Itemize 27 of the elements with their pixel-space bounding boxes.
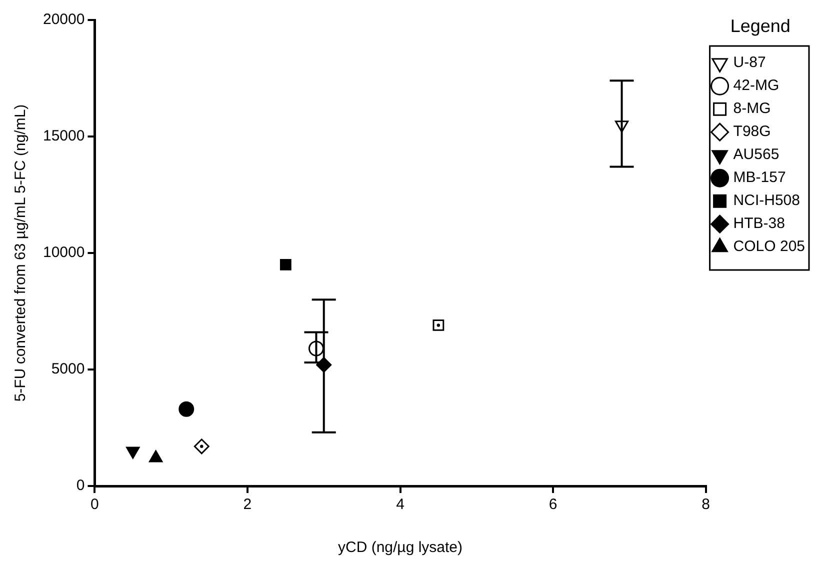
legend-label: 8-MG	[733, 100, 771, 118]
y-tick-label: 20000	[42, 11, 85, 28]
legend-label: MB-157	[733, 169, 786, 186]
legend-label: 42-MG	[733, 77, 780, 94]
y-tick-label: 15000	[42, 128, 85, 145]
legend-label: T98G	[733, 123, 771, 140]
legend-label: HTB-38	[733, 215, 785, 232]
x-tick-label: 0	[90, 496, 99, 514]
x-tick-label: 8	[702, 496, 710, 514]
y-tick-label: 0	[76, 477, 85, 494]
x-tick-label: 2	[243, 496, 252, 514]
legend-title: Legend	[730, 16, 790, 36]
point	[280, 258, 292, 270]
y-tick-label: 5000	[51, 360, 85, 378]
legend-label: COLO 205	[733, 238, 806, 256]
point	[149, 450, 163, 462]
x-tick-label: 6	[548, 496, 558, 514]
point	[194, 438, 210, 454]
y-tick-label: 10000	[42, 244, 85, 262]
x-tick-label: 4	[396, 496, 404, 514]
point	[178, 401, 194, 417]
y-axis-title: 5-FU converted from 63 µg/mL 5-FC (ng/mL)	[12, 104, 30, 402]
legend-label: AU565	[733, 146, 780, 164]
x-axis-title: yCD (ng/µg lysate)	[338, 539, 463, 556]
point	[432, 320, 444, 331]
legend-label: NCI-H508	[733, 192, 800, 210]
legend-label: U-87	[733, 54, 766, 72]
